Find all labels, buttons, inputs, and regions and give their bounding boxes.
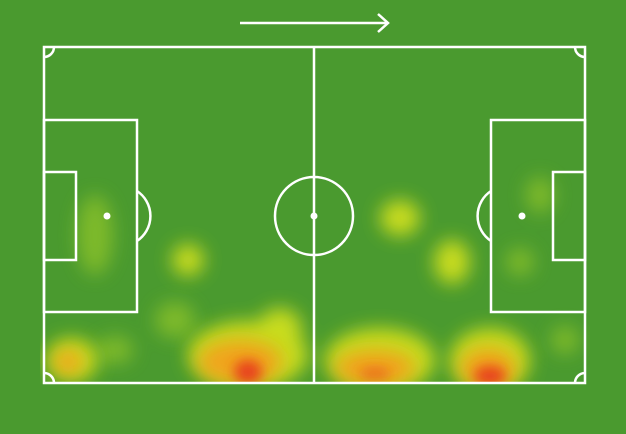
- penalty-arc: [476, 189, 492, 243]
- penalty-spot: [103, 212, 111, 220]
- goal-area: [42, 170, 78, 262]
- corner-arc: [573, 371, 586, 384]
- corner-arc: [573, 46, 586, 59]
- penalty-spot: [518, 212, 526, 220]
- center-circle: [273, 175, 355, 257]
- pitch-lines: [42, 45, 587, 385]
- center-spot: [310, 212, 318, 220]
- heat-layer: [46, 177, 579, 384]
- penalty-arc: [136, 189, 152, 243]
- attack-direction-arrow: [240, 13, 390, 33]
- goal-area: [551, 170, 587, 262]
- corner-arc: [43, 371, 56, 384]
- corner-arc: [43, 46, 56, 59]
